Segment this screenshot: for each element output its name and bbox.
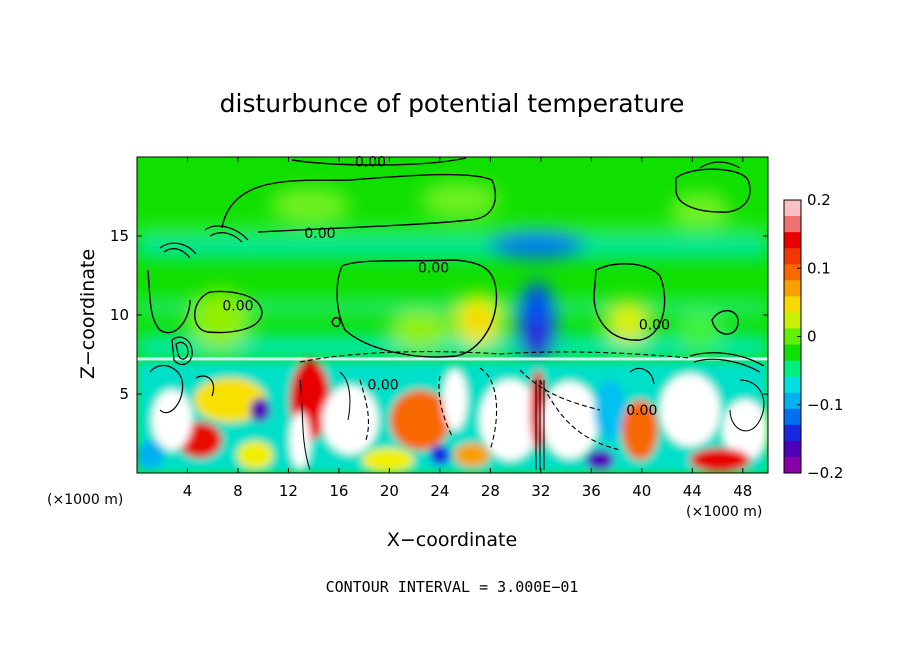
colorbar-segment bbox=[784, 280, 801, 297]
colorbar-segment bbox=[784, 328, 801, 346]
colorbar-tick-label: 0.1 bbox=[807, 259, 831, 277]
colorbar-segment bbox=[784, 264, 801, 281]
colorbar-segment bbox=[784, 376, 801, 394]
colorbar-tick-label: 0 bbox=[807, 328, 817, 346]
y-axis-ticks: 5 10 15 bbox=[110, 227, 768, 403]
colorbar-segment bbox=[784, 248, 801, 265]
colorbar-segment bbox=[784, 344, 801, 362]
colorbar-segment bbox=[784, 296, 801, 313]
x-tick-label: 28 bbox=[481, 482, 500, 500]
x-tick-label: 36 bbox=[582, 482, 601, 500]
colorbar bbox=[783, 199, 802, 474]
x-tick-label: 4 bbox=[183, 482, 193, 500]
colorbar-tick-label: 0.2 bbox=[807, 191, 831, 209]
x-tick-label: 24 bbox=[430, 482, 449, 500]
colorbar-segment bbox=[784, 456, 801, 474]
lower-solid-contours bbox=[299, 371, 765, 471]
y-axis-label: Z−coordinate bbox=[77, 249, 99, 379]
colorbar-segment bbox=[784, 424, 801, 442]
contour-label: 0.00 bbox=[639, 317, 670, 333]
contour-label: 0.00 bbox=[368, 378, 399, 394]
chart-title: disturbunce of potential temperature bbox=[220, 89, 685, 118]
x-axis-label: X−coordinate bbox=[387, 529, 517, 551]
x-tick-label: 48 bbox=[733, 482, 752, 500]
contour-label: 0.00 bbox=[222, 299, 253, 315]
x-tick-label: 12 bbox=[279, 482, 298, 500]
plot-area bbox=[137, 157, 768, 473]
contour-interval-note: CONTOUR INTERVAL = 3.000E−01 bbox=[326, 578, 579, 596]
colorbar-segment bbox=[784, 200, 801, 217]
contour-label: 0.00 bbox=[355, 155, 386, 171]
colorbar-segment bbox=[784, 392, 801, 410]
colorbar-segment bbox=[784, 216, 801, 233]
contour-label: 0.00 bbox=[418, 261, 449, 277]
y-tick-label: 10 bbox=[110, 306, 129, 324]
upper-layer-field bbox=[137, 182, 768, 362]
contour-label: 0.00 bbox=[626, 403, 657, 419]
negative-contours bbox=[299, 351, 691, 451]
colorbar-ticks: 0.2 0.1 0 −0.1 −0.2 bbox=[797, 191, 843, 482]
colorbar-segment bbox=[784, 440, 801, 458]
y-tick-label: 5 bbox=[119, 385, 129, 403]
x-tick-label: 40 bbox=[632, 482, 651, 500]
contour-label: 0.00 bbox=[304, 226, 335, 242]
lower-layer-field bbox=[137, 360, 768, 473]
colorbar-segment bbox=[784, 232, 801, 249]
colorbar-tick-label: −0.2 bbox=[807, 464, 843, 482]
contour-labels: 0.00 0.00 0.00 0.00 0.00 0.00 0.00 bbox=[222, 155, 670, 419]
x-tick-label: 44 bbox=[683, 482, 702, 500]
x-tick-label: 8 bbox=[233, 482, 243, 500]
y-tick-label: 15 bbox=[110, 227, 129, 245]
x-axis-ticks: 4 8 12 16 20 24 28 32 36 40 44 48 bbox=[183, 157, 752, 500]
x-tick-label: 32 bbox=[531, 482, 550, 500]
colorbar-segment bbox=[784, 360, 801, 378]
colorbar-tick-label: −0.1 bbox=[807, 396, 843, 414]
x-tick-label: 20 bbox=[380, 482, 399, 500]
z-unit-label: (×1000 m) bbox=[47, 492, 123, 508]
dense-contours-left bbox=[149, 161, 765, 414]
colorbar-segment bbox=[784, 408, 801, 426]
contour-lines bbox=[147, 157, 751, 358]
colorbar-segment bbox=[784, 312, 801, 329]
x-unit-label: (×1000 m) bbox=[686, 504, 762, 520]
x-tick-label: 16 bbox=[329, 482, 348, 500]
